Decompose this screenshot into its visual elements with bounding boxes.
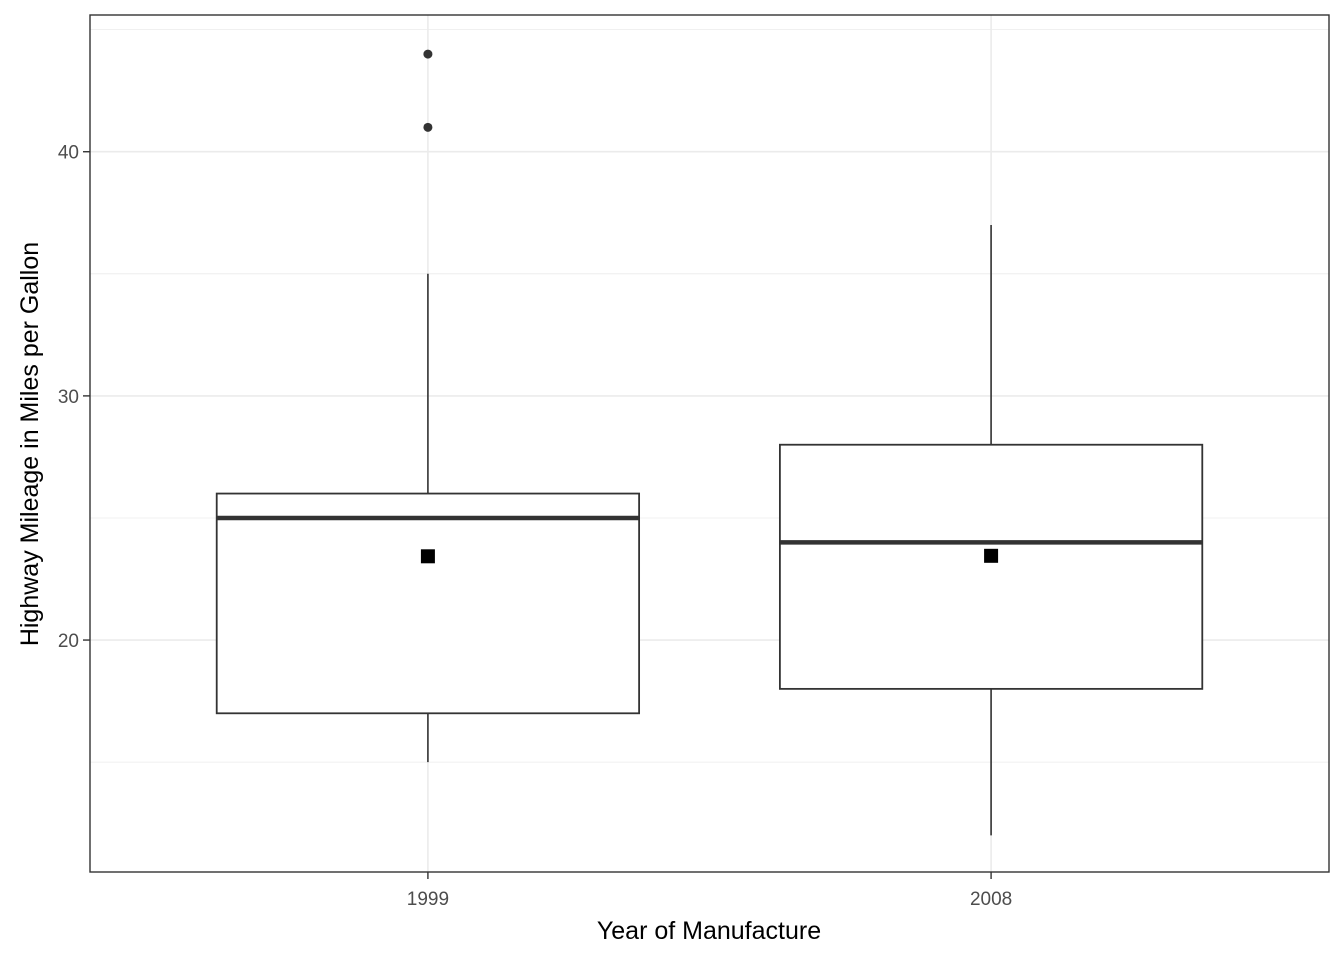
box-1999: [215, 49, 641, 763]
x-tick-label: 2008: [970, 889, 1012, 910]
mean-marker: [984, 548, 999, 563]
outlier-point: [423, 49, 433, 59]
box-iqr: [215, 492, 641, 715]
box-iqr: [778, 443, 1204, 690]
y-axis-title: Highway Mileage in Miles per Gallon: [16, 242, 44, 646]
panel-border: [89, 14, 1330, 873]
y-tick-label: 20: [58, 631, 79, 652]
x-axis-title: Year of Manufacture: [597, 917, 821, 945]
y-tick-label: 30: [58, 387, 79, 408]
x-tick-label: 1999: [407, 889, 449, 910]
x-axis: 1999 2008: [407, 872, 1012, 910]
outlier-point: [423, 122, 433, 132]
mean-marker: [420, 549, 435, 564]
boxes: [215, 49, 1204, 836]
y-axis: 20 30 40: [58, 143, 90, 652]
y-tick-label: 40: [58, 143, 79, 164]
box-2008: [778, 224, 1204, 836]
